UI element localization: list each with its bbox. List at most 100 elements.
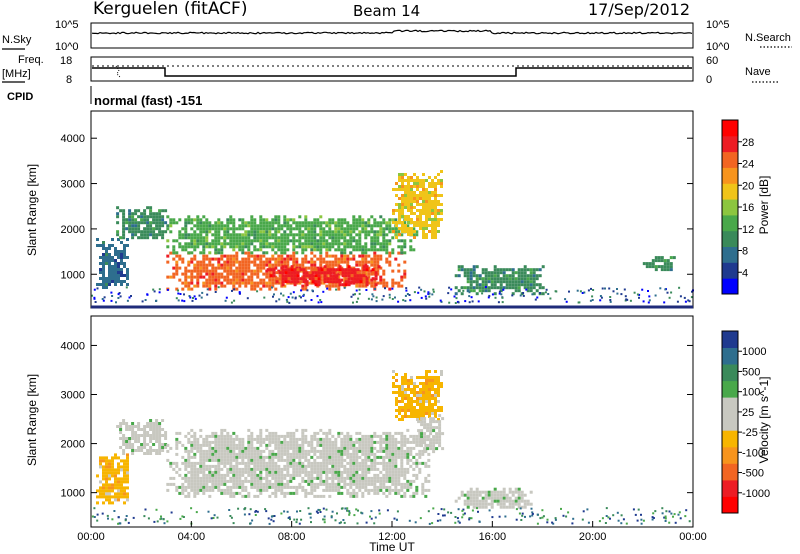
heatmap-cell [410,218,413,221]
heatmap-cell [322,245,326,249]
scatter-cell [322,518,325,521]
heatmap-cell [397,284,401,288]
colorbar-swatch [722,446,738,464]
heatmap-cell [407,379,410,382]
heatmap-cell [413,194,416,197]
colorbar-swatch [722,397,738,415]
heatmap-cell [349,233,353,237]
heatmap-cell [311,271,315,275]
heatmap-cell [490,496,494,500]
heatmap-cell [428,206,431,209]
heatmap-cell [388,473,392,477]
heatmap-cell [205,224,209,228]
heatmap-cell [493,268,497,272]
heatmap-cell [184,236,188,240]
heatmap-cell [289,440,293,444]
heatmap-cell [184,284,188,288]
scatter-cell [609,299,612,301]
heatmap-cell [293,271,297,275]
scatter-cell [296,518,298,521]
heatmap-cell [517,280,521,284]
heatmap-cell [441,447,445,451]
heatmap-cell [99,459,102,463]
heatmap-cell [199,446,203,450]
heatmap-cell [117,483,120,487]
heatmap-cell [352,236,356,240]
heatmap-cell [99,465,102,469]
heatmap-cell [271,470,275,474]
heatmap-cell [349,482,353,486]
heatmap-cell [520,268,524,272]
heatmap-cell [401,391,404,394]
heatmap-cell [208,434,212,438]
heatmap-cell [422,224,425,227]
heatmap-cell [343,251,347,255]
heatmap-cell [287,277,291,281]
heatmap-cell [199,488,203,492]
heatmap-cell [382,473,386,477]
heatmap-cell [398,221,401,224]
heatmap-cell [511,271,515,275]
heatmap-cell [367,446,371,450]
heatmap-cell [517,289,521,293]
heatmap-cell [365,277,369,281]
heatmap-cell [404,194,407,197]
heatmap-cell [265,434,269,438]
heatmap-cell [340,257,344,261]
heatmap-cell [217,482,221,486]
heatmap-cell [123,253,126,256]
heatmap-cell [401,176,404,179]
heatmap-cell [149,440,153,443]
heatmap-cell [155,422,159,425]
heatmap-cell [284,271,288,275]
heatmap-cell [346,431,350,435]
heatmap-cell [325,263,329,267]
heatmap-cell [140,434,144,437]
heatmap-cell [398,394,401,397]
heatmap-cell [437,221,440,224]
heatmap-cell [271,284,275,288]
scatter-cell [587,289,590,292]
heatmap-cell [253,221,257,225]
heatmap-cell [328,446,332,450]
heatmap-cell [435,447,439,451]
heatmap-cell [196,224,200,228]
heatmap-cell [196,242,200,246]
heatmap-cell [469,271,473,275]
heatmap-cell [140,215,144,219]
heatmap-cell [208,443,212,447]
heatmap-cell [283,467,287,471]
heatmap-cell [105,462,108,466]
scatter-cell [546,518,549,521]
heatmap-cell [152,422,156,425]
heatmap-cell [128,230,132,234]
heatmap-cell [271,473,275,477]
heatmap-cell [131,425,135,428]
heatmap-cell [352,482,356,486]
heatmap-cell [404,373,407,376]
heatmap-cell [460,493,464,497]
heatmap-cell [262,251,266,255]
heatmap-cell [328,428,332,432]
heatmap-cell [361,257,365,261]
heatmap-cell [434,209,437,212]
heatmap-cell [434,203,437,206]
heatmap-cell [313,221,317,225]
heatmap-cell [259,218,263,222]
heatmap-cell [120,477,123,481]
heatmap-cell [388,446,392,450]
heatmap-cell [181,248,185,252]
heatmap-cell [193,275,197,279]
colorbar-swatch [722,230,738,247]
heatmap-cell [367,440,371,444]
heatmap-cell [437,173,440,176]
heatmap-cell [511,286,515,290]
heatmap-cell [111,256,114,259]
heatmap-cell [361,263,365,267]
scatter-cell [288,301,291,304]
heatmap-cell [184,494,188,498]
heatmap-cell [385,476,389,480]
heatmap-cell [164,209,168,213]
heatmap-cell [376,488,380,492]
heatmap-cell [440,373,443,376]
